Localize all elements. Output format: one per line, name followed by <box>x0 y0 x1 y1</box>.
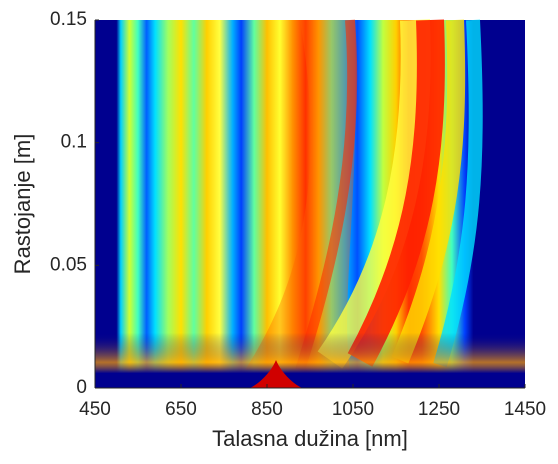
x-tick-label: 850 <box>251 399 283 420</box>
x-axis-label: Talasna dužina [nm] <box>212 426 408 451</box>
heatmap-image <box>95 19 525 388</box>
y-tick-label: 0.1 <box>61 132 87 153</box>
y-tick-label: 0.05 <box>50 254 87 275</box>
x-tick-label: 450 <box>79 399 111 420</box>
y-tick-label: 0.15 <box>50 9 87 30</box>
x-tick-label: 1250 <box>418 399 460 420</box>
x-tick-label: 650 <box>165 399 197 420</box>
x-tick-label: 1050 <box>332 399 374 420</box>
x-tick-label: 1450 <box>504 399 546 420</box>
y-tick-label: 0 <box>76 377 87 398</box>
y-axis-label: Rastojanje [m] <box>10 134 35 275</box>
